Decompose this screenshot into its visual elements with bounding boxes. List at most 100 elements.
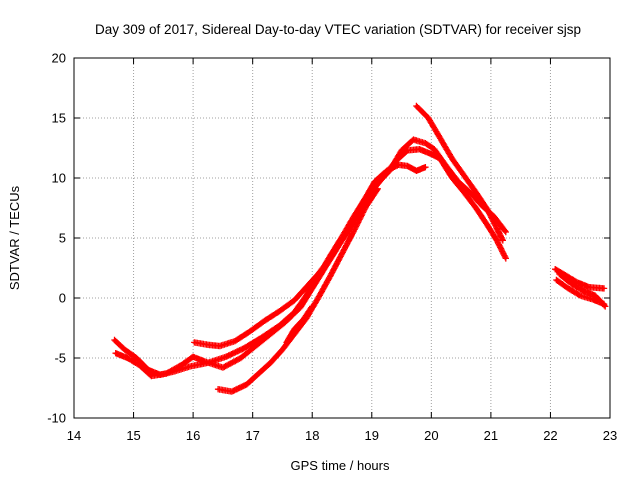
- y-tick-label: 5: [59, 231, 66, 246]
- data-point: [278, 310, 281, 313]
- data-point: [254, 344, 257, 348]
- data-point: [456, 180, 460, 183]
- y-tick-label: 10: [52, 171, 66, 186]
- data-point: [193, 341, 196, 344]
- data-point: [462, 174, 466, 177]
- data-point: [430, 152, 433, 156]
- data-point: [150, 374, 153, 378]
- data-point: [588, 286, 591, 289]
- data-point: [311, 287, 314, 290]
- series-track-3: [191, 136, 509, 350]
- data-point: [293, 328, 296, 331]
- data-point: [504, 257, 507, 260]
- data-point: [221, 366, 225, 369]
- data-point: [412, 138, 415, 141]
- series-track-6: [413, 102, 506, 244]
- series-track-5: [283, 303, 316, 346]
- data-point: [579, 294, 582, 297]
- y-tick-label: 20: [52, 51, 66, 66]
- x-tick-label: 21: [484, 428, 498, 443]
- data-point: [135, 356, 138, 360]
- data-point: [415, 169, 418, 172]
- data-point: [302, 318, 305, 321]
- data-point: [328, 275, 332, 278]
- data-point: [165, 372, 168, 375]
- data-point: [281, 348, 284, 351]
- data-point: [203, 360, 207, 363]
- data-point: [257, 372, 260, 375]
- y-tick-label: 15: [52, 111, 66, 126]
- data-point: [216, 388, 220, 391]
- data-point: [123, 348, 126, 351]
- data-point: [433, 148, 436, 151]
- series-track-2: [112, 146, 509, 380]
- data-point: [340, 239, 344, 242]
- data-point: [474, 191, 478, 194]
- series-track-1: [111, 161, 429, 378]
- data-point: [590, 298, 594, 301]
- data-point: [501, 239, 504, 242]
- x-axis-ticks: 14 15 16 17 18 19 20 21 22 23: [67, 58, 617, 443]
- x-tick-label: 23: [603, 428, 617, 443]
- data-point: [188, 365, 192, 368]
- series-markers: [111, 161, 429, 378]
- x-tick-label: 18: [305, 428, 319, 443]
- data-point: [191, 355, 195, 358]
- series-markers: [413, 102, 506, 244]
- x-tick-label: 16: [186, 428, 200, 443]
- data-point: [593, 294, 597, 297]
- y-tick-label: -5: [54, 351, 66, 366]
- data-point: [427, 116, 430, 120]
- data-point: [424, 142, 427, 145]
- x-tick-label: 20: [424, 428, 438, 443]
- data-point: [397, 163, 400, 166]
- data-point: [406, 164, 409, 168]
- data-point: [468, 191, 472, 194]
- data-point: [206, 343, 210, 346]
- data-point: [462, 191, 466, 194]
- data-point: [400, 149, 403, 152]
- data-point: [293, 299, 296, 302]
- y-axis-label: SDTVAR / TECUs: [7, 185, 22, 290]
- data-point: [233, 340, 236, 343]
- data-point: [504, 230, 507, 234]
- data-point: [451, 157, 454, 160]
- x-tick-label: 17: [245, 428, 259, 443]
- data-point: [604, 305, 607, 308]
- data-point: [439, 137, 442, 140]
- data-point: [352, 221, 356, 224]
- data-point: [415, 104, 418, 108]
- data-point: [263, 319, 266, 322]
- data-point: [317, 272, 320, 276]
- data-point: [582, 289, 585, 292]
- data-point: [558, 272, 561, 276]
- data-point: [126, 356, 129, 360]
- data-point: [180, 364, 183, 367]
- data-point: [486, 224, 490, 228]
- data-point: [248, 330, 251, 333]
- data-point: [486, 209, 490, 212]
- data-point: [495, 239, 498, 242]
- data-point: [242, 347, 245, 350]
- data-point: [567, 287, 570, 290]
- data-series: [111, 102, 609, 395]
- data-point: [218, 344, 222, 348]
- data-point: [424, 166, 427, 169]
- data-point: [445, 164, 448, 168]
- data-point: [554, 268, 557, 271]
- data-point: [474, 206, 478, 210]
- data-point: [239, 356, 242, 360]
- data-point: [388, 169, 391, 172]
- data-point: [114, 352, 117, 355]
- data-point: [555, 278, 558, 282]
- data-point: [224, 355, 228, 358]
- series-track-9: [556, 270, 609, 310]
- x-tick-label: 14: [67, 428, 81, 443]
- data-point: [299, 306, 302, 309]
- data-point: [340, 252, 344, 255]
- y-tick-label: -10: [47, 411, 66, 426]
- y-tick-label: 0: [59, 291, 66, 306]
- data-point: [230, 390, 233, 393]
- data-point: [138, 364, 141, 367]
